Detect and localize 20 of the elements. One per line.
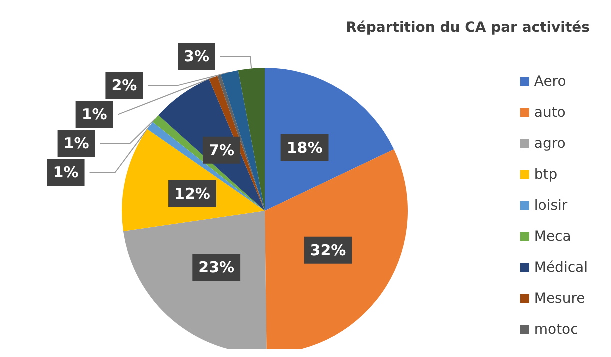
- legend-label: Médical: [534, 260, 588, 276]
- data-label: 23%: [198, 258, 235, 277]
- data-label: 32%: [310, 241, 346, 260]
- legend-label: loisir: [534, 198, 568, 214]
- data-label: 1%: [53, 164, 79, 182]
- legend-label: motoc: [534, 322, 578, 338]
- chart-title: Répartition du CA par activités: [346, 20, 590, 36]
- data-label: 18%: [286, 139, 323, 158]
- legend-label: btp: [534, 167, 558, 183]
- data-label: 2%: [112, 76, 138, 95]
- legend-label: auto: [534, 105, 566, 121]
- data-label: 1%: [82, 106, 108, 124]
- data-label: 3%: [184, 48, 210, 66]
- data-label: 12%: [174, 184, 210, 203]
- data-label: 7%: [209, 141, 234, 160]
- legend-label: agro: [534, 136, 566, 152]
- data-label: 1%: [64, 134, 90, 153]
- legend-label: Aero: [534, 74, 566, 90]
- legend-label: Meca: [534, 229, 572, 245]
- legend-label: Mesure: [534, 291, 586, 307]
